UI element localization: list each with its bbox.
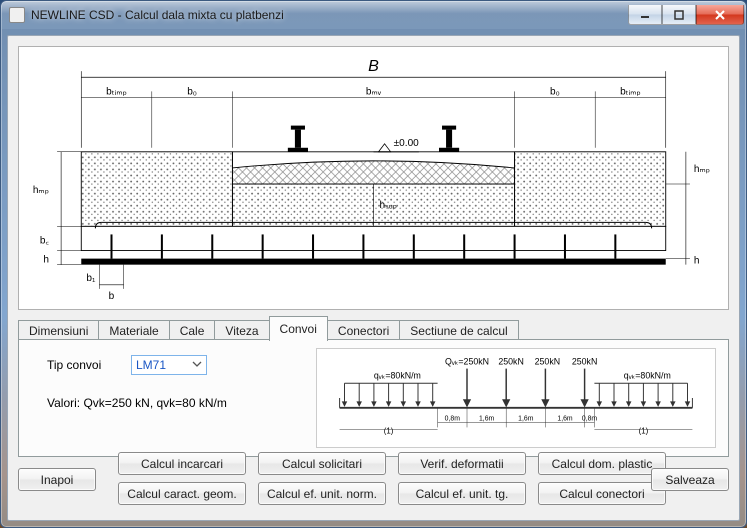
- dim-b0-r: b₀: [550, 86, 560, 97]
- dim-b1: b₁: [86, 273, 96, 284]
- svg-text:250kN: 250kN: [498, 357, 523, 367]
- svg-text:(1): (1): [384, 426, 394, 435]
- cross-section-diagram: B bₜᵢₘₚ b₀ bₘᵥ b₀ bₜᵢₘₚ: [18, 46, 729, 310]
- svg-text:qᵥₖ=80kN/m: qᵥₖ=80kN/m: [624, 370, 671, 380]
- salveaza-button[interactable]: Salveaza: [651, 468, 729, 491]
- dim-h-right: h: [694, 256, 700, 267]
- svg-text:0,8m: 0,8m: [445, 416, 461, 423]
- minimize-icon: [640, 10, 650, 20]
- window-title: NEWLINE CSD - Calcul dala mixta cu platb…: [31, 8, 284, 22]
- verif-deformatii-button[interactable]: Verif. deformatii: [398, 452, 526, 475]
- maximize-icon: [674, 10, 684, 20]
- dim-bmv: bₘᵥ: [366, 86, 382, 97]
- dim-b: b: [109, 291, 115, 302]
- svg-text:Qᵥₖ=250kN: Qᵥₖ=250kN: [445, 357, 489, 367]
- calcul-incarcari-button[interactable]: Calcul incarcari: [118, 452, 246, 475]
- tip-convoi-select[interactable]: LM71: [131, 355, 207, 375]
- svg-text:1,6m: 1,6m: [557, 416, 573, 423]
- app-icon: [9, 7, 25, 23]
- rail-right: [439, 126, 459, 152]
- convoi-panel: Tip convoi LM71 Valori: Qvk=250 kN, qvk=…: [18, 339, 729, 457]
- dim-hsup: hₛᵤₚ: [380, 200, 398, 211]
- app-window: NEWLINE CSD - Calcul dala mixta cu platb…: [0, 0, 747, 528]
- dim-b0-l: b₀: [187, 86, 197, 97]
- dim-bc-left: b꜀: [40, 236, 50, 247]
- calcul-caract-geom-button[interactable]: Calcul caract. geom.: [118, 482, 246, 505]
- svg-text:250kN: 250kN: [572, 357, 597, 367]
- tab-strip: Dimensiuni Materiale Cale Viteza Convoi …: [18, 316, 729, 341]
- calcul-dom-plastic-button[interactable]: Calcul dom. plastic: [538, 452, 666, 475]
- dim-btimp-r: bₜᵢₘₚ: [620, 86, 641, 97]
- svg-text:(1): (1): [639, 426, 649, 435]
- valori-text: Valori: Qvk=250 kN, qvk=80 kN/m: [47, 396, 227, 410]
- tip-convoi-value: LM71: [136, 358, 166, 372]
- chevron-down-icon: [192, 358, 202, 372]
- client-area: B bₜᵢₘₚ b₀ bₘᵥ b₀ bₜᵢₘₚ: [7, 35, 740, 521]
- dim-hmp-right: hₘₚ: [694, 164, 710, 175]
- load-diagram: qᵥₖ=80kN/m qᵥₖ=80kN/m: [316, 348, 716, 448]
- close-icon: [714, 10, 726, 20]
- titlebar[interactable]: NEWLINE CSD - Calcul dala mixta cu platb…: [1, 1, 746, 29]
- dim-h-left: h: [43, 255, 49, 266]
- calcul-ef-unit-norm-button[interactable]: Calcul ef. unit. norm.: [258, 482, 386, 505]
- svg-text:qᵥₖ=80kN/m: qᵥₖ=80kN/m: [374, 370, 421, 380]
- calcul-solicitari-button[interactable]: Calcul solicitari: [258, 452, 386, 475]
- label-tip-convoi: Tip convoi: [47, 358, 101, 372]
- cross-section-svg: B bₜᵢₘₚ b₀ bₘᵥ b₀ bₜᵢₘₚ: [19, 47, 728, 309]
- rail-left: [288, 126, 308, 152]
- calcul-conectori-button[interactable]: Calcul conectori: [538, 482, 666, 505]
- button-row: Inapoi Calcul incarcari Calcul solicitar…: [18, 452, 729, 510]
- tab-convoi[interactable]: Convoi: [269, 316, 328, 341]
- svg-text:1,6m: 1,6m: [518, 416, 534, 423]
- dim-btimp-l: bₜᵢₘₚ: [106, 86, 127, 97]
- dim-B: B: [368, 57, 379, 75]
- svg-text:0,8m: 0,8m: [582, 416, 598, 423]
- window-controls: [628, 5, 744, 25]
- calcul-ef-unit-tg-button[interactable]: Calcul ef. unit. tg.: [398, 482, 526, 505]
- maximize-button[interactable]: [662, 5, 696, 25]
- minimize-button[interactable]: [628, 5, 662, 25]
- dim-hmp-left: hₘₚ: [33, 185, 49, 196]
- inapoi-button[interactable]: Inapoi: [18, 468, 96, 491]
- svg-text:250kN: 250kN: [535, 357, 560, 367]
- close-button[interactable]: [696, 5, 744, 25]
- elevation-label: ±0.00: [394, 138, 420, 149]
- svg-text:1,6m: 1,6m: [479, 416, 495, 423]
